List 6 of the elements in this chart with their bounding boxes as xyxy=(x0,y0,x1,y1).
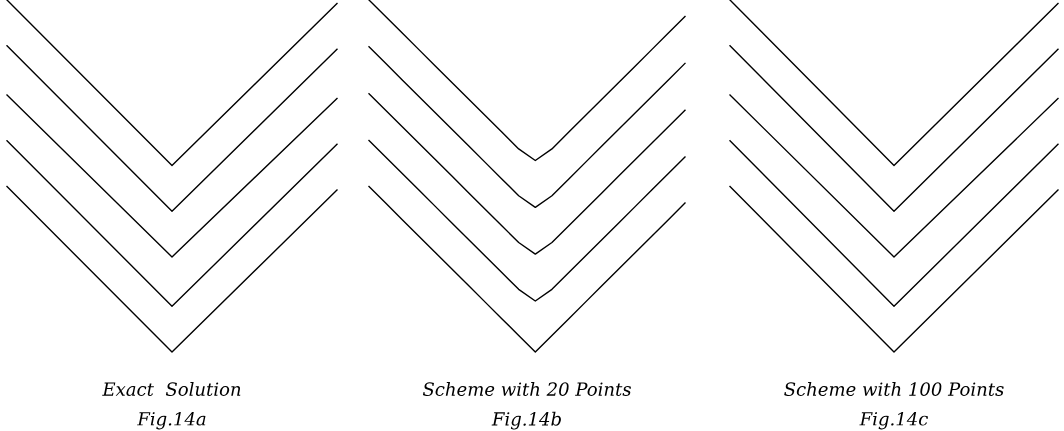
text: Scheme with 100 Points xyxy=(784,381,1004,396)
caption: Fig.14a xyxy=(137,411,206,430)
caption: Fig.14c xyxy=(859,411,928,430)
caption: Fig.14b xyxy=(491,411,561,430)
text: Scheme with 20 Points xyxy=(422,381,631,396)
text: Exact Solution xyxy=(102,381,241,396)
